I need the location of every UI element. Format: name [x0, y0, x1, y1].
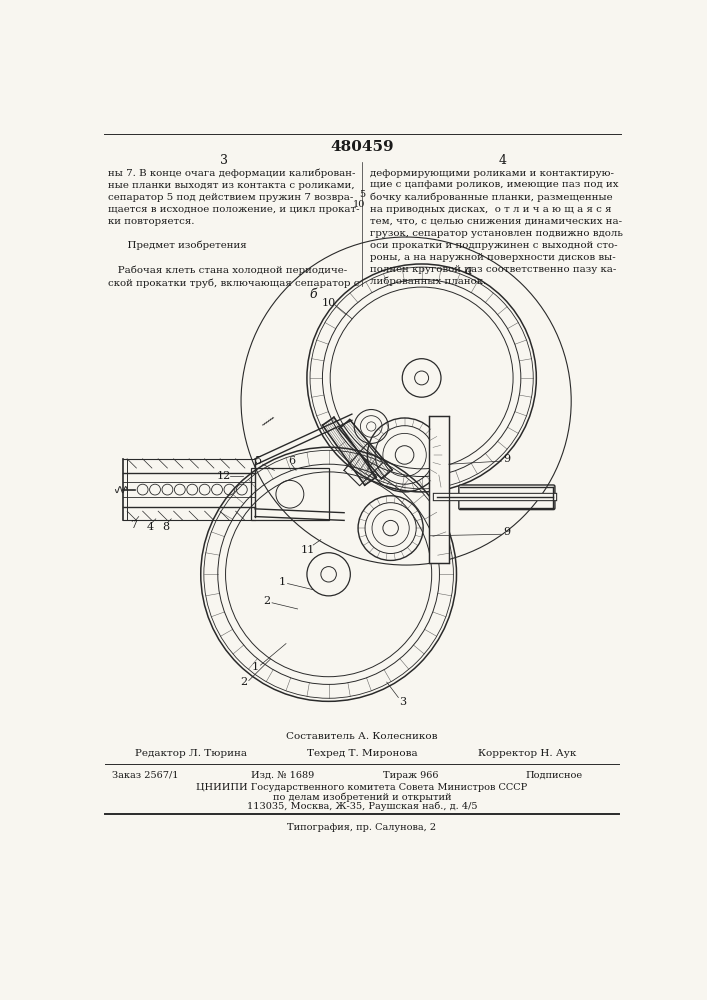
Text: 2: 2 [263, 596, 270, 606]
Text: Тираж 966: Тираж 966 [383, 771, 438, 780]
Text: 11: 11 [300, 545, 315, 555]
Text: 2: 2 [240, 677, 247, 687]
Text: Техред Т. Миронова: Техред Т. Миронова [307, 749, 417, 758]
Text: 3: 3 [399, 697, 407, 707]
Text: Изд. № 1689: Изд. № 1689 [251, 771, 315, 780]
Text: 9: 9 [503, 454, 510, 464]
Text: 8: 8 [163, 522, 170, 532]
Text: /: / [261, 413, 272, 428]
Text: 12: 12 [217, 471, 231, 481]
Text: Типография, пр. Салунова, 2: Типография, пр. Салунова, 2 [287, 823, 436, 832]
Text: Составитель А. Колесников: Составитель А. Колесников [286, 732, 438, 741]
Text: 10: 10 [353, 200, 365, 209]
Text: 9: 9 [503, 527, 510, 537]
Text: 480459: 480459 [330, 140, 394, 154]
Text: ны 7. В конце очага деформации калиброван-
ные планки выходят из контакта с роли: ны 7. В конце очага деформации калиброва… [107, 169, 359, 288]
Text: 7: 7 [130, 520, 137, 530]
Text: Заказ 2567/1: Заказ 2567/1 [112, 771, 178, 780]
Text: по делам изобретений и открытий: по делам изобретений и открытий [273, 792, 451, 802]
Bar [429, 416, 449, 563]
Text: 4: 4 [499, 154, 507, 167]
Text: Редактор Л. Тюрина: Редактор Л. Тюрина [135, 749, 247, 758]
Text: 10: 10 [322, 298, 336, 308]
Text: 1: 1 [279, 577, 286, 587]
Text: 5: 5 [359, 190, 365, 199]
Text: 1: 1 [252, 662, 259, 672]
Text: Подписное: Подписное [526, 771, 583, 780]
Text: 5: 5 [255, 456, 262, 466]
FancyBboxPatch shape [459, 485, 555, 510]
Bar [251, 468, 329, 520]
Text: 6: 6 [288, 456, 295, 466]
Text: деформирующими роликами и контактирую-
щие с цапфами роликов, имеющие паз под их: деформирующими роликами и контактирую- щ… [370, 169, 623, 286]
Text: ЦНИИПИ Государственного комитета Совета Министров СССР: ЦНИИПИ Государственного комитета Совета … [197, 783, 527, 792]
Text: Корректор Н. Аук: Корректор Н. Аук [478, 749, 577, 758]
Text: а: а [464, 264, 472, 277]
Text: 3: 3 [220, 154, 228, 167]
Text: 113035, Москва, Ж-35, Раушская наб., д. 4/5: 113035, Москва, Ж-35, Раушская наб., д. … [247, 801, 477, 811]
Text: 4: 4 [147, 522, 154, 532]
Text: б: б [310, 288, 317, 301]
